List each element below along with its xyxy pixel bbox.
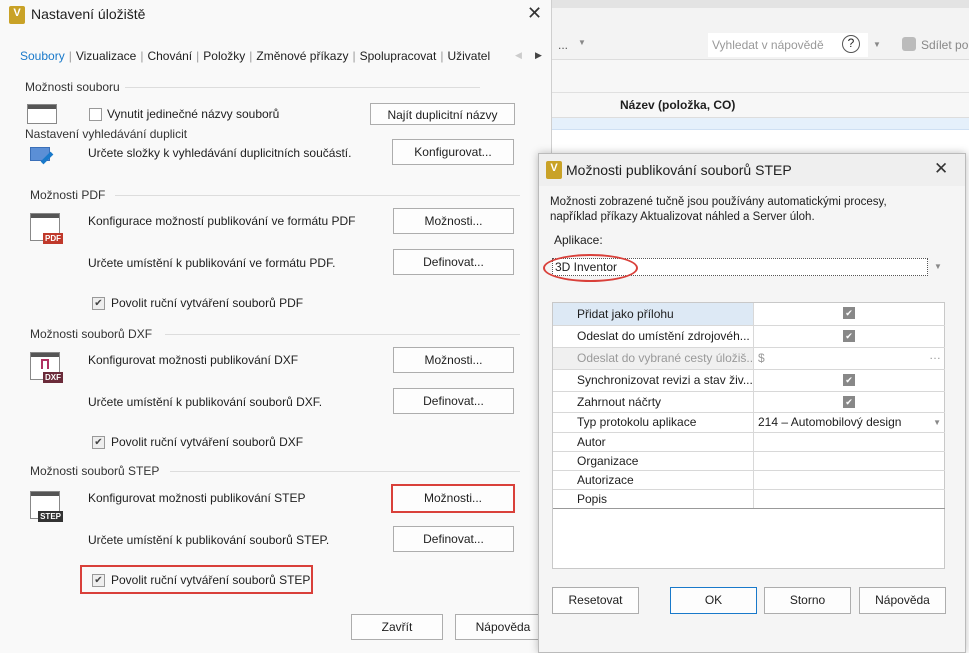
configure-button[interactable]: Konfigurovat...: [392, 139, 514, 165]
checkbox-checked[interactable]: ✔: [843, 374, 855, 386]
checkbox-checked[interactable]: ✔: [843, 396, 855, 408]
pdf-options-button[interactable]: Možnosti...: [393, 208, 514, 234]
column-header-name[interactable]: Název (položka, CO): [620, 98, 736, 112]
tab-chovani[interactable]: Chování: [147, 49, 193, 63]
tab-scroll-left-icon[interactable]: ◀: [515, 50, 522, 60]
app-logo-icon: V: [546, 161, 562, 179]
find-duplicates-button[interactable]: Najít duplicitní názvy: [370, 103, 515, 125]
dxf-manual-label: Povolit ruční vytváření souborů DXF: [111, 435, 304, 449]
pdf-location-label: Určete umístění k publikování ve formátu…: [88, 256, 336, 270]
checkbox-checked[interactable]: ✔: [843, 330, 855, 342]
property-row[interactable]: Přidat jako přílohu ✔: [553, 303, 945, 326]
enforce-unique-label: Vynutit jedinečné názvy souborů: [107, 107, 280, 121]
toolbar-overflow[interactable]: ...: [558, 38, 569, 52]
dxf-define-button[interactable]: Definovat...: [393, 388, 514, 414]
step-manual-highlight: [80, 565, 313, 594]
app-row: [540, 60, 969, 93]
dxf-options-button[interactable]: Možnosti...: [393, 347, 514, 373]
selected-row[interactable]: [540, 118, 969, 130]
dxf-location-label: Určete umístění k publikování souborů DX…: [88, 395, 323, 409]
pdf-configure-label: Konfigurace možností publikování ve form…: [88, 214, 356, 228]
description-line: například příkazy Aktualizovat náhled a …: [550, 211, 815, 223]
pdf-file-icon: PDF: [30, 213, 63, 244]
close-button[interactable]: Zavřít: [351, 614, 443, 640]
pdf-manual-checkbox[interactable]: ✔: [92, 297, 105, 310]
title-bar: [539, 154, 965, 186]
repository-settings-dialog: V Nastavení úložiště ✕ Soubory | Vizualiz…: [9, 0, 552, 653]
tab-soubory[interactable]: Soubory: [20, 49, 65, 63]
help-button[interactable]: Nápověda: [859, 587, 946, 614]
property-row[interactable]: Autor: [553, 433, 945, 452]
section-header: Nastavení vyhledávání duplicit: [25, 127, 192, 141]
help-icon[interactable]: ?: [842, 35, 860, 53]
dialog-title: Možnosti publikování souborů STEP: [566, 162, 792, 178]
dialog-title: Nastavení úložiště: [31, 6, 146, 22]
tab-vizualizace[interactable]: Vizualizace: [75, 49, 137, 63]
tab-zmenove-prikazy[interactable]: Změnové příkazy: [256, 49, 349, 63]
property-row[interactable]: Zahrnout náčrty ✔: [553, 392, 945, 413]
chevron-down-icon[interactable]: ▼: [873, 40, 881, 49]
share-button[interactable]: Sdílet pol: [921, 38, 969, 52]
dxf-manual-checkbox[interactable]: ✔: [92, 436, 105, 449]
close-icon[interactable]: ✕: [934, 159, 949, 178]
ok-button[interactable]: OK: [670, 587, 757, 614]
dxf-file-icon: DXF: [30, 352, 63, 383]
app-top-strip: [540, 0, 969, 8]
property-row[interactable]: Organizace: [553, 452, 945, 471]
step-file-icon: STEP: [30, 491, 63, 522]
tab-spolupracovat[interactable]: Spolupracovat: [359, 49, 437, 63]
step-location-label: Určete umístění k publikování souborů ST…: [88, 533, 330, 547]
chevron-down-icon[interactable]: ▼: [933, 418, 941, 427]
tab-bar: Soubory | Vizualizace | Chování | Položky | …: [20, 49, 491, 63]
pdf-define-button[interactable]: Definovat...: [393, 249, 514, 275]
section-header: Možnosti PDF: [30, 188, 106, 202]
tab-polozky[interactable]: Položky: [203, 49, 246, 63]
column-header-row: Název (položka, CO): [540, 93, 969, 118]
checkbox-checked[interactable]: ✔: [843, 307, 855, 319]
reset-button[interactable]: Resetovat: [552, 587, 639, 614]
autocad-mark-icon: [41, 359, 49, 369]
property-row[interactable]: Typ protokolu aplikace 214 – Automobilový…: [553, 413, 945, 433]
dxf-configure-label: Konfigurovat možnosti publikování DXF: [88, 353, 299, 367]
cancel-button[interactable]: Storno: [764, 587, 851, 614]
step-manual-label: Povolit ruční vytváření souborů STEP: [111, 573, 311, 587]
app-logo-icon: V: [9, 6, 25, 24]
enforce-unique-checkbox[interactable]: [89, 108, 102, 121]
step-publish-options-dialog: V Možnosti publikování souborů STEP ✕ Mo…: [538, 153, 966, 653]
browse-icon: …: [929, 348, 941, 362]
section-header: Možnosti souborů STEP: [30, 464, 160, 478]
help-search-input[interactable]: Vyhledat v nápovědě ?: [708, 33, 868, 57]
section-header: Možnosti souboru: [25, 80, 120, 94]
app-toolbar: ... ▼ Vyhledat v nápovědě ? ▼ Sdílet pol: [540, 8, 969, 60]
step-define-button[interactable]: Definovat...: [393, 526, 514, 552]
tab-scroll-right-icon[interactable]: ▶: [535, 50, 542, 60]
step-manual-checkbox[interactable]: ✔: [92, 574, 105, 587]
duplicate-search-description: Určete složky k vyhledávání duplicitních…: [88, 146, 352, 160]
property-row[interactable]: Synchronizovat revizi a stav živ... ✔: [553, 370, 945, 392]
highlight-ellipse: [543, 254, 638, 282]
section-header: Možnosti souborů DXF: [30, 327, 153, 341]
share-icon: [902, 37, 916, 51]
step-options-button[interactable]: Možnosti...: [391, 484, 515, 513]
property-row: Odeslat do vybrané cesty úložiš... $…: [553, 348, 945, 370]
property-row[interactable]: Odeslat do umístění zdrojovéh... ✔: [553, 326, 945, 348]
chevron-down-icon[interactable]: ▼: [578, 38, 586, 47]
chevron-down-icon[interactable]: ▼: [934, 262, 942, 271]
property-grid: Přidat jako přílohu ✔ Odeslat do umístění…: [552, 302, 945, 569]
property-row[interactable]: Autorizace: [553, 471, 945, 490]
close-icon[interactable]: ✕: [527, 3, 543, 23]
pdf-manual-label: Povolit ruční vytváření souborů PDF: [111, 296, 304, 310]
application-label: Aplikace:: [554, 233, 603, 247]
step-configure-label: Konfigurovat možnosti publikování STEP: [88, 491, 306, 505]
help-button[interactable]: Nápověda: [455, 614, 551, 640]
description-line: Možnosti zobrazené tučně jsou používány …: [550, 196, 887, 208]
file-list-icon: [27, 104, 57, 124]
property-row[interactable]: Popis: [553, 490, 945, 509]
tab-uzivatel[interactable]: Uživatel: [447, 49, 491, 63]
